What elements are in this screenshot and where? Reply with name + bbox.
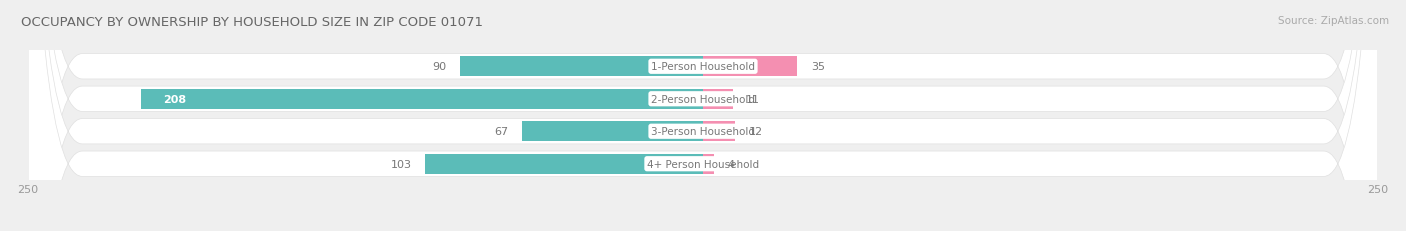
Text: 35: 35 [811,62,825,72]
Text: 4: 4 [727,159,734,169]
FancyBboxPatch shape [28,0,1378,231]
FancyBboxPatch shape [28,0,1378,231]
Bar [522,122,703,142]
Text: 12: 12 [749,127,763,137]
Bar [703,154,714,174]
Text: 4+ Person Household: 4+ Person Household [647,159,759,169]
FancyBboxPatch shape [28,0,1378,231]
Bar [425,154,703,174]
Bar [142,89,703,109]
Text: 103: 103 [391,159,412,169]
Bar [460,57,703,77]
Text: OCCUPANCY BY OWNERSHIP BY HOUSEHOLD SIZE IN ZIP CODE 01071: OCCUPANCY BY OWNERSHIP BY HOUSEHOLD SIZE… [21,16,484,29]
Bar [703,89,733,109]
Text: 90: 90 [433,62,447,72]
Text: 208: 208 [163,94,186,104]
Text: 3-Person Household: 3-Person Household [651,127,755,137]
Text: 1-Person Household: 1-Person Household [651,62,755,72]
Bar [703,122,735,142]
Text: 67: 67 [495,127,509,137]
Text: 11: 11 [747,94,761,104]
FancyBboxPatch shape [28,0,1378,231]
Text: 2-Person Household: 2-Person Household [651,94,755,104]
Bar [703,57,797,77]
Text: Source: ZipAtlas.com: Source: ZipAtlas.com [1278,16,1389,26]
